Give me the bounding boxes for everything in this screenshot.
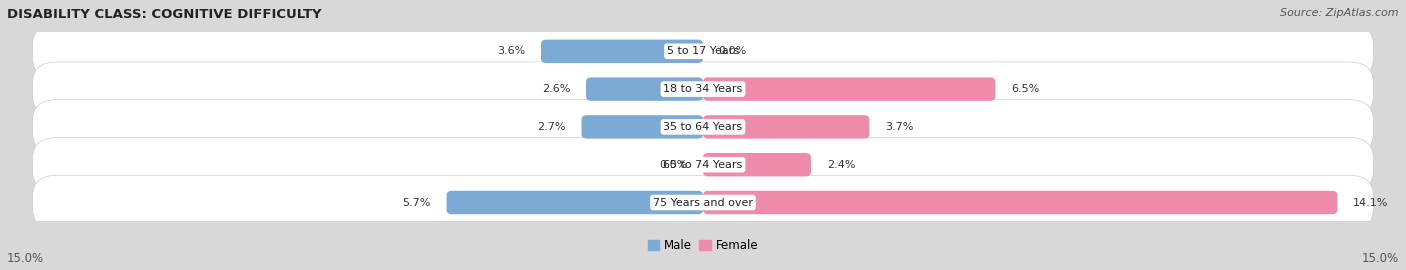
FancyBboxPatch shape <box>703 191 1337 214</box>
Text: 2.6%: 2.6% <box>541 84 571 94</box>
FancyBboxPatch shape <box>541 40 703 63</box>
FancyBboxPatch shape <box>447 191 703 214</box>
FancyBboxPatch shape <box>703 115 869 139</box>
Text: 14.1%: 14.1% <box>1353 197 1389 208</box>
Text: 5.7%: 5.7% <box>402 197 430 208</box>
Text: 3.7%: 3.7% <box>886 122 914 132</box>
FancyBboxPatch shape <box>32 137 1374 192</box>
Text: 5 to 17 Years: 5 to 17 Years <box>666 46 740 56</box>
Text: 3.6%: 3.6% <box>498 46 526 56</box>
FancyBboxPatch shape <box>32 24 1374 79</box>
FancyBboxPatch shape <box>586 77 703 101</box>
Text: 75 Years and over: 75 Years and over <box>652 197 754 208</box>
Text: 65 to 74 Years: 65 to 74 Years <box>664 160 742 170</box>
Text: Source: ZipAtlas.com: Source: ZipAtlas.com <box>1281 8 1399 18</box>
Text: DISABILITY CLASS: COGNITIVE DIFFICULTY: DISABILITY CLASS: COGNITIVE DIFFICULTY <box>7 8 322 21</box>
FancyBboxPatch shape <box>703 153 811 176</box>
FancyBboxPatch shape <box>703 77 995 101</box>
Text: 15.0%: 15.0% <box>7 252 44 265</box>
Text: 35 to 64 Years: 35 to 64 Years <box>664 122 742 132</box>
FancyBboxPatch shape <box>32 62 1374 116</box>
Legend: Male, Female: Male, Female <box>643 235 763 257</box>
Text: 6.5%: 6.5% <box>1011 84 1039 94</box>
Text: 15.0%: 15.0% <box>1362 252 1399 265</box>
Text: 0.0%: 0.0% <box>718 46 747 56</box>
FancyBboxPatch shape <box>32 100 1374 154</box>
FancyBboxPatch shape <box>582 115 703 139</box>
FancyBboxPatch shape <box>32 175 1374 230</box>
Text: 18 to 34 Years: 18 to 34 Years <box>664 84 742 94</box>
Text: 2.7%: 2.7% <box>537 122 565 132</box>
Text: 2.4%: 2.4% <box>827 160 855 170</box>
Text: 0.0%: 0.0% <box>659 160 688 170</box>
